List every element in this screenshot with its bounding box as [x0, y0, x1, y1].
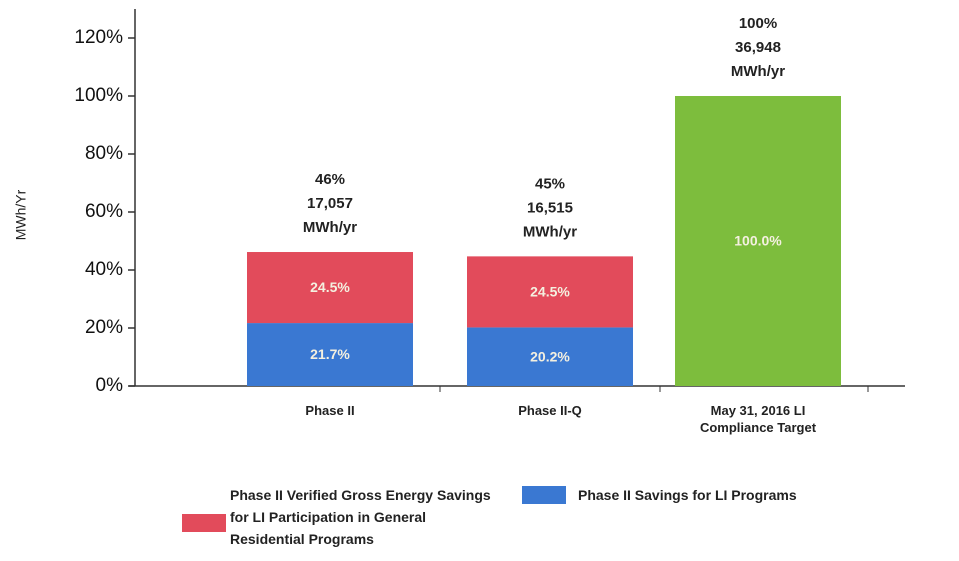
total-label: 16,515 — [527, 199, 573, 216]
legend-label: Phase II Savings for LI Programs — [578, 487, 797, 503]
x-tick-label: May 31, 2016 LI Compliance Target — [699, 403, 817, 435]
bar-segment — [247, 323, 413, 386]
legend-swatch — [522, 486, 566, 504]
total-label: 45% — [535, 175, 565, 192]
total-label: 100% — [739, 15, 777, 32]
value-label: 24.5% — [530, 284, 570, 300]
bar-segment — [467, 327, 633, 386]
y-tick-label: 100% — [74, 85, 123, 106]
total-label: MWh/yr — [731, 63, 785, 80]
total-label: 46% — [315, 171, 345, 188]
y-tick-label: 0% — [96, 375, 124, 396]
total-label: 17,057 — [307, 195, 353, 212]
y-tick-label: 60% — [85, 201, 123, 222]
value-label: 24.5% — [310, 279, 350, 295]
total-label: MWh/yr — [523, 223, 577, 240]
y-tick-label: 40% — [85, 259, 123, 280]
y-axis-label: MWh/Yr — [13, 189, 29, 240]
y-tick-label: 80% — [85, 143, 123, 164]
value-label: 20.2% — [530, 348, 570, 364]
legend-label: Phase II Verified Gross Energy Savings f… — [230, 487, 491, 547]
total-label: 36,948 — [735, 39, 781, 56]
x-tick-label: Phase II — [305, 403, 355, 418]
y-tick-label: 20% — [85, 317, 123, 338]
x-tick-label: Phase II-Q — [518, 403, 582, 418]
value-label: 21.7% — [310, 346, 350, 362]
total-label: MWh/yr — [303, 219, 357, 236]
legend-swatch — [182, 514, 226, 532]
bar-segment — [247, 252, 413, 324]
y-tick-label: 120% — [74, 27, 123, 48]
bar-segment — [467, 256, 633, 328]
bar-segment — [675, 96, 841, 386]
value-label: 100.0% — [734, 233, 782, 249]
